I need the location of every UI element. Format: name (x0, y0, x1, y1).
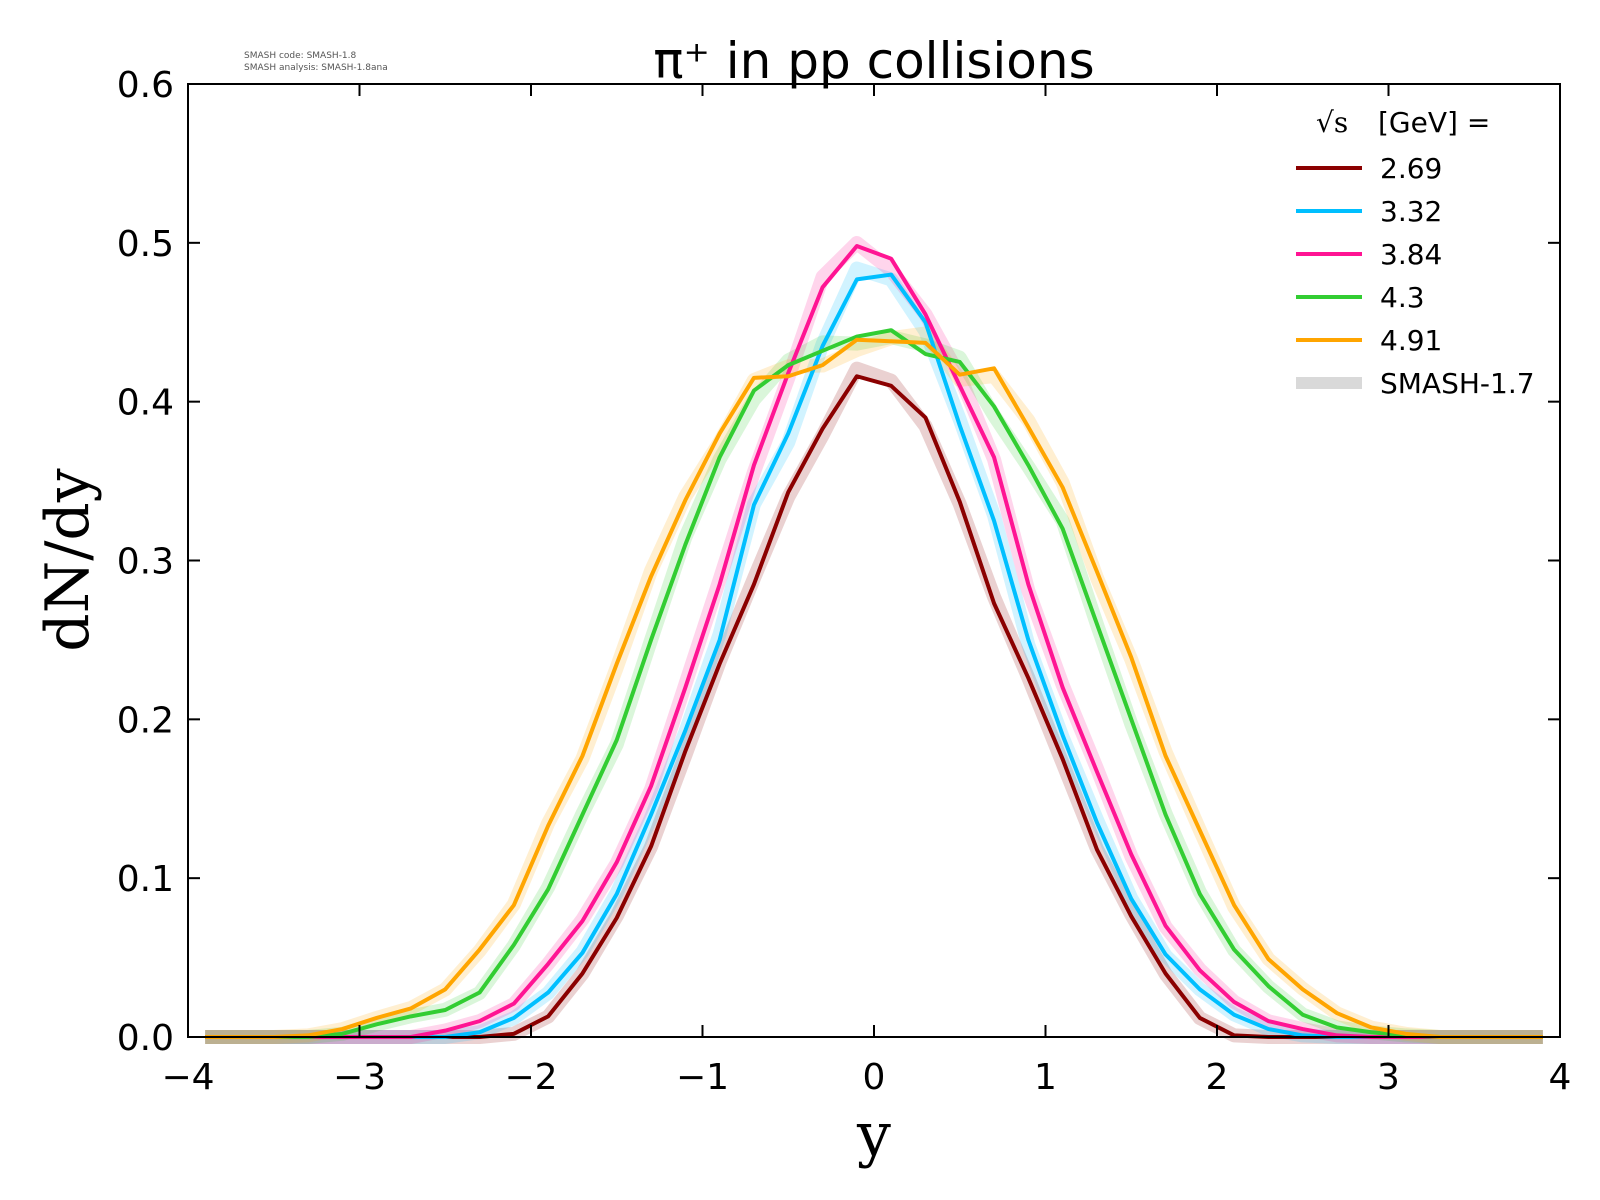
reference-band-4.3 (205, 330, 1543, 1044)
x-tick-label: 2 (1206, 1057, 1229, 1098)
x-tick-label: −1 (676, 1057, 729, 1098)
x-tick-label: −3 (333, 1057, 386, 1098)
series-line-3.84 (205, 244, 1543, 1039)
x-tick-label: −4 (161, 1057, 214, 1098)
y-tick-label: 0.4 (117, 383, 174, 424)
legend-label-2.69: 2.69 (1380, 152, 1442, 185)
y-tick-label: 0.6 (117, 65, 174, 106)
x-tick-label: −2 (504, 1057, 557, 1098)
reference-band-4.91 (205, 326, 1543, 1044)
reference-band-2.69 (205, 361, 1543, 1044)
legend-label-3.32: 3.32 (1380, 195, 1442, 228)
axis-ticks: −4 −3 −2 −1 0 1 2 3 4 0.0 0.1 0.2 0.3 0.4 0.5 0.6 (117, 65, 1572, 1098)
legend-label-4.91: 4.91 (1380, 324, 1442, 357)
legend-entries: 2.69 3.32 3.84 4.3 4.91 SMASH-1.7 (1296, 152, 1535, 400)
reference-band-3.84 (205, 235, 1543, 1044)
x-tick-label: 4 (1549, 1057, 1572, 1098)
watermark-line-1: SMASH code: SMASH-1.8 (244, 51, 357, 61)
legend-title-sqrt: √s (1316, 106, 1348, 139)
x-tick-label: 0 (863, 1057, 886, 1098)
plot-frame (187, 83, 1561, 1038)
series-line-4.91 (205, 337, 1543, 1039)
x-tick-label: 3 (1377, 1057, 1400, 1098)
y-tick-label: 0.2 (117, 700, 174, 741)
y-axis-label: dN/dy (33, 468, 103, 652)
x-tick-label: 1 (1034, 1057, 1057, 1098)
series-line-4.3 (205, 328, 1543, 1039)
legend: √s [GeV] = 2.69 3.32 3.84 4.3 4.91 SMASH-1.7 (1296, 106, 1535, 400)
legend-label-4.3: 4.3 (1380, 281, 1425, 314)
x-axis-label: y (856, 1100, 891, 1170)
series-line-2.69 (205, 374, 1543, 1039)
reference-bands (205, 235, 1543, 1044)
legend-label-3.84: 3.84 (1380, 238, 1442, 271)
y-tick-label: 0.1 (117, 859, 174, 900)
y-tick-label: 0.0 (117, 1018, 174, 1059)
y-tick-label: 0.5 (117, 224, 174, 265)
legend-label-SMASH-1.7: SMASH-1.7 (1380, 367, 1535, 400)
series-lines (205, 244, 1543, 1039)
legend-title-unit: [GeV] = (1378, 106, 1490, 139)
y-tick-label: 0.3 (117, 542, 174, 583)
watermark-line-2: SMASH analysis: SMASH-1.8ana (244, 63, 388, 73)
chart-title: π⁺ in pp collisions (653, 32, 1094, 90)
